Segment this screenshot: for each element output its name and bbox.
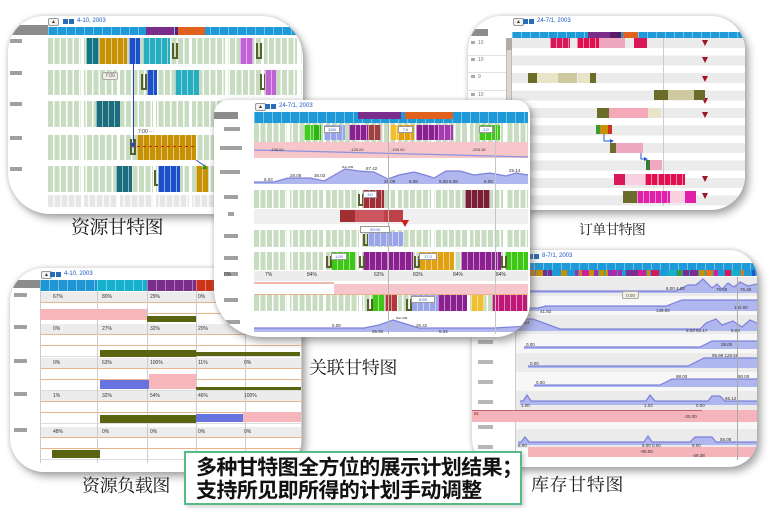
svg-text:73.84: 73.84 — [518, 320, 530, 325]
svg-text:90.00: 90.00 — [738, 374, 750, 379]
svg-text:5.08 6.08: 5.08 6.08 — [439, 179, 458, 184]
svg-text:1.03: 1.03 — [644, 403, 653, 408]
svg-text:26.92: 26.92 — [372, 329, 384, 334]
svg-text:5.03 93.17: 5.03 93.17 — [686, 328, 708, 333]
svg-text:192.00: 192.00 — [734, 305, 748, 310]
svg-text:65.12: 65.12 — [725, 396, 737, 401]
svg-text:26.42: 26.42 — [416, 323, 428, 328]
svg-text:55.08: 55.08 — [720, 437, 732, 442]
svg-text:0.00: 0.00 — [696, 403, 705, 408]
svg-text:76.59: 76.59 — [716, 287, 728, 292]
svg-text:28.08: 28.08 — [290, 173, 302, 178]
svg-text:0.00: 0.00 — [526, 342, 535, 347]
svg-text:87.42: 87.42 — [366, 166, 378, 171]
svg-text:98.00: 98.00 — [676, 374, 688, 379]
svg-text:9.00: 9.00 — [692, 443, 701, 447]
svg-text:81.86: 81.86 — [342, 166, 354, 169]
svg-text:36.03: 36.03 — [314, 173, 326, 178]
svg-text:1.00: 1.00 — [521, 403, 530, 408]
svg-text:92.56: 92.56 — [396, 317, 408, 320]
svg-text:95.98 128.56: 95.98 128.56 — [712, 353, 739, 358]
svg-text:26.09: 26.09 — [384, 179, 396, 184]
svg-text:0.00: 0.00 — [536, 380, 545, 385]
svg-text:6.08: 6.08 — [409, 179, 418, 184]
svg-text:5.34: 5.34 — [439, 329, 448, 334]
svg-text:0.00: 0.00 — [530, 361, 539, 366]
svg-text:5.08: 5.08 — [332, 323, 341, 328]
svg-text:136.00: 136.00 — [656, 308, 670, 313]
svg-text:41.92: 41.92 — [540, 309, 552, 314]
svg-text:6.08: 6.08 — [484, 179, 493, 184]
svg-text:76.48: 76.48 — [740, 287, 752, 292]
svg-text:6.03: 6.03 — [264, 177, 273, 182]
svg-text:5.08: 5.08 — [731, 328, 740, 333]
svg-text:6.00 0.00: 6.00 0.00 — [642, 443, 661, 447]
svg-text:28.00: 28.00 — [721, 342, 733, 347]
svg-text:6.00 4.02: 6.00 4.02 — [666, 286, 685, 291]
svg-text:25.14: 25.14 — [509, 168, 521, 173]
svg-text:5.00: 5.00 — [518, 443, 527, 447]
